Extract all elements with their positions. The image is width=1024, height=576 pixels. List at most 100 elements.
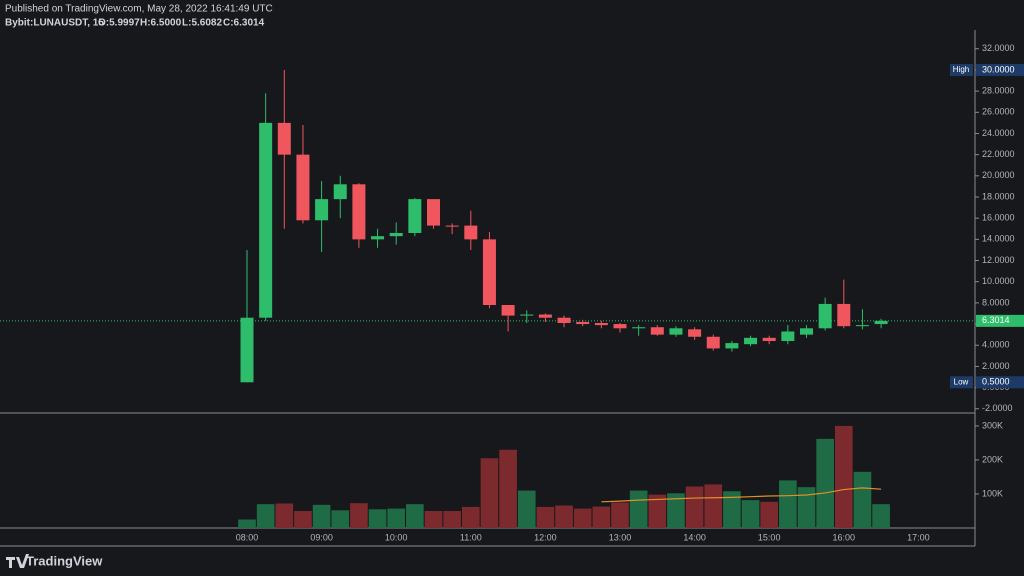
volume-bar bbox=[797, 487, 816, 528]
volume-bar bbox=[406, 504, 424, 528]
y-tick-label: 28.0000 bbox=[982, 85, 1015, 95]
candle-body bbox=[427, 199, 440, 226]
y-tick-label: 8.0000 bbox=[982, 297, 1010, 307]
symbol-legend: Bybit:LUNAUSDT, 15 O:5.9997 H:6.5000 L:5… bbox=[5, 18, 265, 29]
volume-bar bbox=[312, 504, 331, 528]
y-tick-label: 200K bbox=[982, 454, 1003, 464]
volume-bar bbox=[387, 508, 406, 528]
volume-bar bbox=[872, 504, 890, 528]
x-tick-label: 16:00 bbox=[833, 532, 856, 542]
x-tick-label: 13:00 bbox=[609, 532, 632, 542]
marker-badge bbox=[950, 63, 973, 76]
y-tick-label: 22.0000 bbox=[982, 149, 1015, 159]
volume-bar bbox=[573, 508, 592, 528]
marker-value: 0.5000 bbox=[982, 377, 1010, 387]
candle-body bbox=[613, 324, 627, 329]
x-tick-label: 09:00 bbox=[310, 532, 333, 542]
candle-body bbox=[762, 337, 776, 341]
candle-body bbox=[837, 303, 851, 327]
candle-body bbox=[744, 337, 758, 345]
candle-body bbox=[706, 336, 720, 349]
y-tick-label: 32.0000 bbox=[982, 43, 1015, 53]
y-tick-label: 300K bbox=[982, 420, 1003, 430]
candle-body bbox=[315, 199, 329, 221]
candle-body bbox=[389, 233, 403, 237]
marker-label: High bbox=[953, 65, 969, 74]
volume-ma-line bbox=[601, 487, 882, 503]
volume-bar bbox=[368, 509, 387, 528]
volume-bar bbox=[685, 486, 704, 528]
volume-bar bbox=[480, 458, 499, 528]
y-tick-label: 14.0000 bbox=[982, 234, 1015, 244]
candle-body bbox=[594, 323, 608, 326]
y-tick-label: 4.0000 bbox=[982, 340, 1010, 350]
volume-bar bbox=[779, 480, 797, 528]
volume-bar bbox=[816, 438, 834, 528]
x-tick-label: 11:00 bbox=[460, 532, 482, 542]
symbol: Bybit:LUNAUSDT, 15 bbox=[5, 18, 104, 29]
y-tick-label: 16.0000 bbox=[982, 213, 1015, 223]
candle-body bbox=[482, 239, 496, 305]
y-tick-label: 26.0000 bbox=[982, 107, 1015, 117]
candle-body bbox=[259, 122, 273, 318]
x-tick-label: 15:00 bbox=[758, 532, 781, 542]
volume-bar bbox=[294, 510, 312, 528]
x-tick-label: 12:00 bbox=[534, 532, 557, 542]
candle-body bbox=[781, 331, 795, 341]
volume-bar bbox=[238, 519, 256, 528]
candle-body bbox=[240, 317, 254, 383]
candle-body bbox=[333, 184, 347, 200]
volume-bar bbox=[648, 494, 667, 528]
volume-bar bbox=[834, 425, 853, 528]
volume-bar bbox=[592, 506, 611, 528]
marker-value: 30.0000 bbox=[982, 64, 1015, 74]
candle-body bbox=[557, 317, 571, 323]
y-tick-label: 20.0000 bbox=[982, 170, 1015, 180]
volume-bar bbox=[256, 504, 275, 528]
marker-label: Low bbox=[954, 377, 969, 386]
volume-bar bbox=[275, 503, 294, 528]
brand-logo: TradingView bbox=[6, 553, 103, 568]
volume-bar bbox=[461, 506, 480, 528]
candle-body bbox=[408, 199, 422, 233]
candle-body bbox=[725, 343, 739, 349]
last-price-box bbox=[976, 314, 1024, 327]
volume-bar bbox=[517, 490, 536, 528]
volume-bar bbox=[499, 449, 517, 528]
candle-body bbox=[520, 314, 534, 316]
candle-body bbox=[632, 327, 646, 329]
candle-body bbox=[501, 305, 515, 316]
volume-bar bbox=[667, 493, 685, 528]
candle-body bbox=[445, 225, 459, 227]
x-tick-label: 08:00 bbox=[236, 532, 259, 542]
volume-bar bbox=[611, 502, 629, 528]
candle-body bbox=[352, 184, 366, 240]
x-tick-label: 10:00 bbox=[385, 532, 408, 542]
volume-bar bbox=[424, 510, 443, 528]
candle-body bbox=[818, 303, 832, 329]
volume-bar bbox=[853, 471, 872, 528]
candle-body bbox=[576, 321, 590, 325]
volume-bar bbox=[536, 506, 555, 528]
last-price-label: 6.3014 bbox=[982, 315, 1010, 325]
y-tick-label: 12.0000 bbox=[982, 255, 1015, 265]
candle-body bbox=[277, 122, 291, 155]
y-tick-label: 100K bbox=[982, 488, 1003, 498]
volume-bar bbox=[760, 501, 779, 528]
volume-bar bbox=[704, 484, 723, 528]
x-tick-label: 17:00 bbox=[907, 532, 930, 542]
marker-value-box bbox=[976, 63, 1024, 76]
volume-bar bbox=[555, 505, 573, 528]
y-tick-label: 10.0000 bbox=[982, 276, 1015, 286]
ohlc-close: C:6.3014 bbox=[223, 18, 265, 29]
y-tick-label: -2.0000 bbox=[982, 403, 1013, 413]
volume-bar bbox=[629, 490, 648, 528]
marker-value-box bbox=[976, 376, 1024, 389]
candle-body bbox=[296, 154, 310, 221]
brand-name: TradingView bbox=[26, 553, 103, 568]
candle-body bbox=[874, 320, 888, 325]
volume-bar bbox=[331, 510, 350, 528]
y-tick-label: 18.0000 bbox=[982, 191, 1015, 201]
candle-body bbox=[855, 325, 869, 327]
